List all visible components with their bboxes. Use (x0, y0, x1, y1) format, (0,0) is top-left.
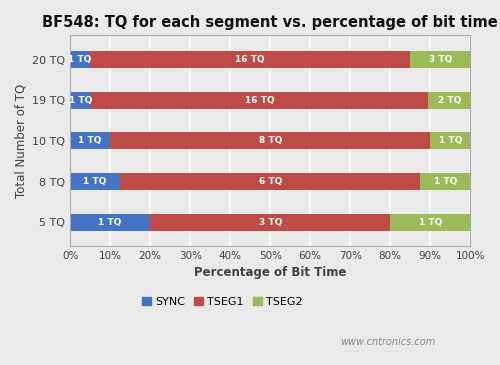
Bar (390, 214, 470, 231)
Text: 16 TQ: 16 TQ (236, 55, 265, 64)
Bar (428, 92, 470, 109)
Title: BF548: TQ for each segment vs. percentage of bit time: BF548: TQ for each segment vs. percentag… (42, 15, 498, 30)
Text: 3 TQ: 3 TQ (428, 55, 452, 64)
Text: 1 TQ: 1 TQ (434, 177, 457, 186)
Bar (410, 51, 470, 68)
X-axis label: Percentage of Bit Time: Percentage of Bit Time (194, 265, 346, 278)
Text: 2 TQ: 2 TQ (438, 96, 461, 105)
Bar (70, 132, 110, 149)
Bar (110, 132, 430, 149)
Bar (120, 173, 420, 190)
Legend: SYNC, TSEG1, TSEG2: SYNC, TSEG1, TSEG2 (138, 292, 307, 311)
Text: 1 TQ: 1 TQ (98, 218, 122, 227)
Text: 1 TQ: 1 TQ (84, 177, 107, 186)
Bar (70, 214, 150, 231)
Bar (70, 173, 120, 190)
Text: 1 TQ: 1 TQ (69, 96, 92, 105)
Bar (420, 173, 470, 190)
Bar (91, 92, 428, 109)
Bar (90, 51, 410, 68)
Text: 16 TQ: 16 TQ (245, 96, 274, 105)
Text: 6 TQ: 6 TQ (258, 177, 282, 186)
Text: 1 TQ: 1 TQ (438, 137, 462, 145)
Bar (150, 214, 390, 231)
Bar (70, 51, 90, 68)
Text: 1 TQ: 1 TQ (68, 55, 92, 64)
Text: www.cntronics.com: www.cntronics.com (340, 337, 435, 347)
Text: 3 TQ: 3 TQ (258, 218, 282, 227)
Bar (430, 132, 470, 149)
Text: 1 TQ: 1 TQ (78, 137, 102, 145)
Text: 1 TQ: 1 TQ (418, 218, 442, 227)
Text: 8 TQ: 8 TQ (258, 137, 282, 145)
Y-axis label: Total Number of TQ: Total Number of TQ (15, 84, 28, 198)
Bar (70, 92, 91, 109)
